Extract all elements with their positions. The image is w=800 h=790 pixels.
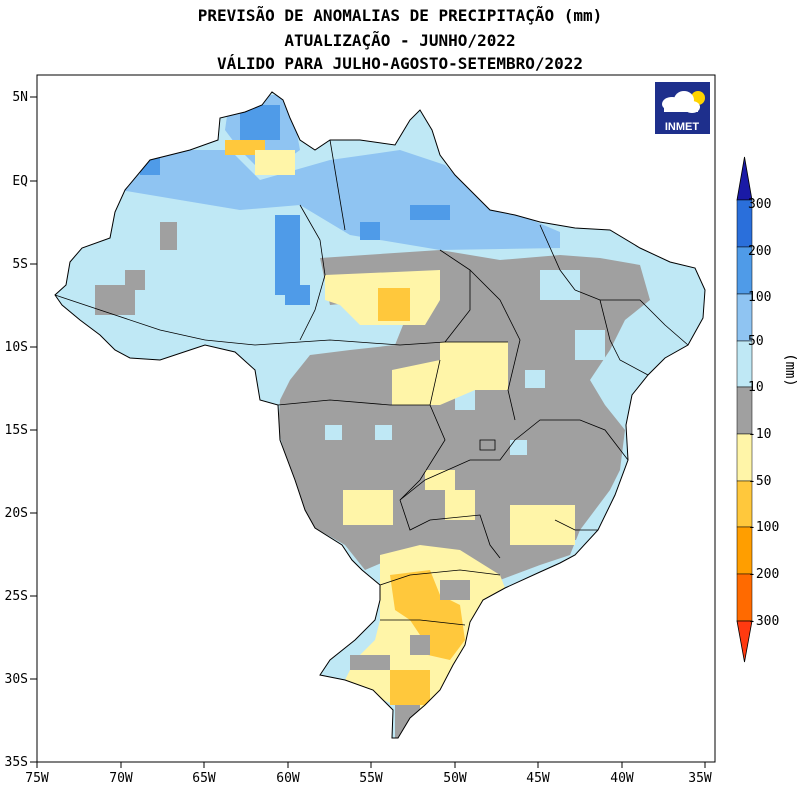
colorbar-top-arrow [736,156,753,201]
lon-label-60w: 60W [276,771,300,786]
anomaly-region-10-50 [325,425,342,440]
lat-label-eq: EQ [12,174,28,189]
anomaly-region-100-200 [360,222,380,240]
lat-label-15s: 15S [5,423,28,438]
anomaly-region-50-100 [100,150,560,250]
anomaly-region-neg50-neg100 [390,670,430,705]
anomaly-region-neg10-pos10 [125,270,145,290]
lat-label-20s: 20S [5,506,28,521]
anomaly-region-10-50 [510,440,527,455]
lat-label-5n: 5N [12,90,28,105]
title-line-3: VÁLIDO PARA JULHO-AGOSTO-SETEMBRO/2022 [216,54,584,73]
anomaly-region-neg10-neg50 [255,150,295,175]
anomaly-region-10-50 [525,370,545,388]
lon-label-75w: 75W [25,771,49,786]
colorbar: 300 200 100 50 10 -10 -50 -100 -200 -300… [736,156,798,663]
colorbar-label-100: 100 [748,290,771,305]
logo-text: INMET [665,121,700,133]
anomaly-region-100-200 [410,205,450,220]
anomaly-region-neg10-neg50 [445,490,475,520]
colorbar-label-neg50: -50 [748,474,771,489]
lon-label-50w: 50W [443,771,467,786]
colorbar-bottom-arrow [736,620,753,663]
lon-label-65w: 65W [192,771,216,786]
anomaly-region-10-50 [540,270,580,300]
colorbar-label-50: 50 [748,334,764,349]
cloud-icon [662,91,700,113]
lon-label-55w: 55W [359,771,383,786]
country-outline [54,91,706,739]
title-line-1: PREVISÃO DE ANOMALIAS DE PRECIPITAÇÃO (m… [197,6,603,25]
colorbar-label-300: 300 [748,197,771,212]
lat-label-25s: 25S [5,589,28,604]
anomaly-region-neg10-neg50 [343,490,393,525]
anomaly-region-100-200 [275,215,300,295]
lon-label-35w: 35W [688,771,712,786]
colorbar-label-200: 200 [748,244,771,259]
inmet-logo: INMET [655,82,710,134]
title-line-2: ATUALIZAÇÃO - JUNHO/2022 [284,31,516,50]
anomaly-region-neg10-neg50 [425,470,455,490]
lon-label-45w: 45W [526,771,550,786]
anomaly-region-neg50-neg100 [390,570,465,660]
anomaly-region-neg10-pos10 [410,635,430,655]
state-borders [54,139,689,626]
colorbar-label-neg300: -300 [748,614,779,629]
colorbar-label-10: 10 [748,380,764,395]
lat-label-10s: 10S [5,340,28,355]
lat-label-35s: 35S [5,755,28,770]
colorbar-unit: (mm) [782,353,798,387]
lat-label-30s: 30S [5,672,28,687]
anomaly-region-100-200 [285,285,310,305]
anomaly-region-neg10-neg50 [392,342,508,405]
anomaly-region-neg50-neg100 [378,288,410,321]
anomaly-region-neg10-pos10 [160,222,177,250]
lat-label-5s: 5S [12,257,28,272]
anomaly-region-neg10-pos10 [440,580,470,600]
lon-label-40w: 40W [610,771,634,786]
lon-label-70w: 70W [109,771,133,786]
anomaly-region-neg10-pos10 [350,655,390,670]
longitude-axis: 75W 70W 65W 60W 55W 50W 45W 40W 35W [25,762,712,786]
colorbar-label-neg10: -10 [748,427,771,442]
colorbar-label-neg100: -100 [748,520,779,535]
latitude-axis: 5N EQ 5S 10S 15S 20S 25S 30S 35S [5,90,37,770]
anomaly-region-10-50 [575,330,605,360]
colorbar-label-neg200: -200 [748,567,779,582]
anomaly-region-10-50 [375,425,392,440]
